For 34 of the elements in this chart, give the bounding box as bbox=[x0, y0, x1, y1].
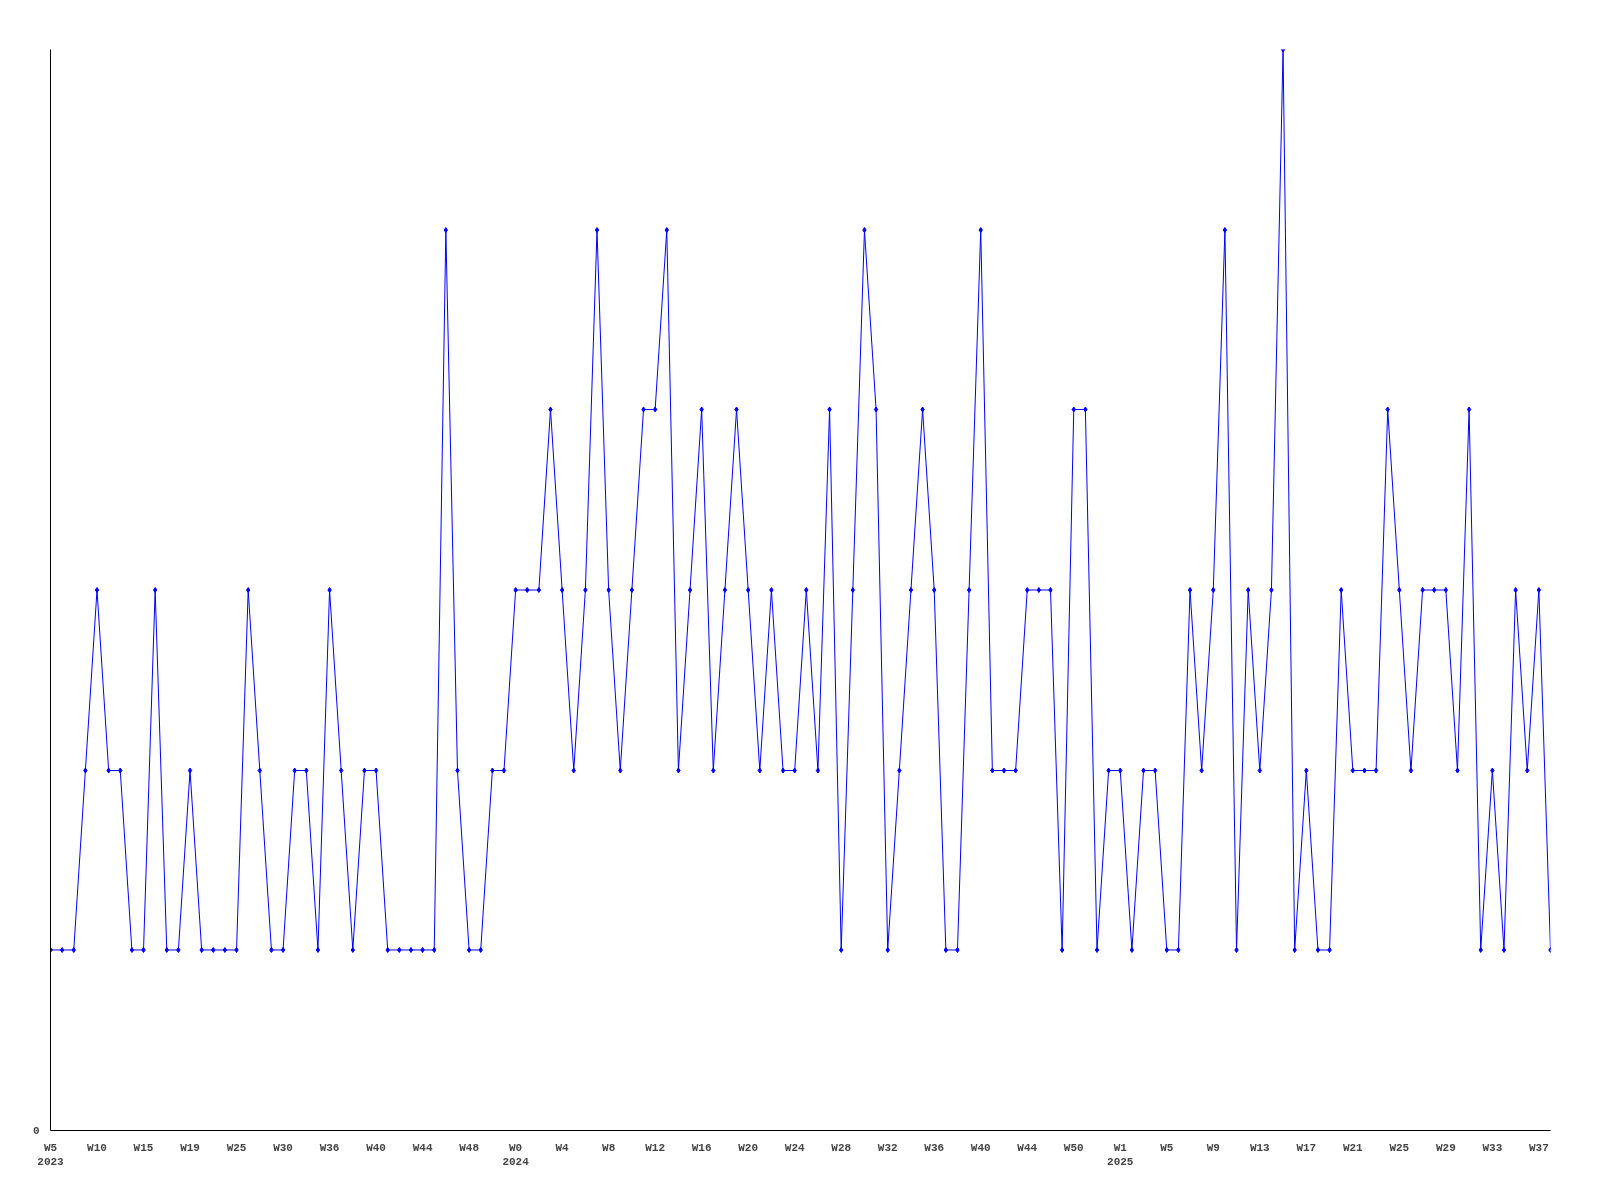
x-tick-label: W44 bbox=[412, 1141, 433, 1154]
x-tick-label: W10 bbox=[87, 1141, 107, 1154]
x-tick-label: W29 bbox=[1435, 1141, 1456, 1154]
x-tick-label: W12 bbox=[645, 1141, 666, 1154]
x-tick-label: W37 bbox=[1528, 1141, 1549, 1154]
x-tick-label: W24 bbox=[784, 1141, 805, 1154]
x-tick-label: W50 bbox=[1063, 1141, 1084, 1154]
x-tick-label: W16 bbox=[691, 1141, 712, 1154]
x-tick-label: W36 bbox=[924, 1141, 945, 1154]
x-tick-label: W40 bbox=[970, 1141, 991, 1154]
x-tick-label: W17 bbox=[1296, 1141, 1317, 1154]
x-tick-label: W48 bbox=[459, 1141, 480, 1154]
x-tick-label: W13 bbox=[1249, 1141, 1271, 1154]
x-tick-label: W0 2024 bbox=[502, 1141, 530, 1168]
x-tick-label: W36 bbox=[319, 1141, 340, 1154]
x-tick-label: W15 bbox=[133, 1141, 154, 1154]
x-tick-label: W33 bbox=[1482, 1141, 1503, 1154]
x-tick-label: W30 bbox=[273, 1141, 293, 1154]
x-tick-label: W44 bbox=[1017, 1141, 1038, 1154]
x-tick-label: W19 bbox=[180, 1141, 200, 1154]
x-tick-label: W32 bbox=[877, 1141, 898, 1154]
x-tick-label: W28 bbox=[831, 1141, 852, 1154]
x-tick-label: W1 2025 bbox=[1107, 1141, 1134, 1168]
x-tick-label: W25 bbox=[226, 1141, 247, 1154]
x-tick-label: W9 bbox=[1206, 1141, 1220, 1154]
x-tick-label: W40 bbox=[366, 1141, 386, 1154]
x-tick-label: W21 bbox=[1342, 1141, 1364, 1154]
x-tick-label: W25 bbox=[1389, 1141, 1410, 1154]
x-tick-label: W5 2023 bbox=[37, 1141, 65, 1168]
x-tick-label: W4 bbox=[555, 1141, 570, 1154]
x-tick-label: W20 bbox=[738, 1141, 759, 1154]
x-tick-label: W8 bbox=[602, 1141, 616, 1154]
x-tick-label: W5 bbox=[1160, 1141, 1174, 1154]
text: 0 bbox=[32, 1125, 40, 1137]
